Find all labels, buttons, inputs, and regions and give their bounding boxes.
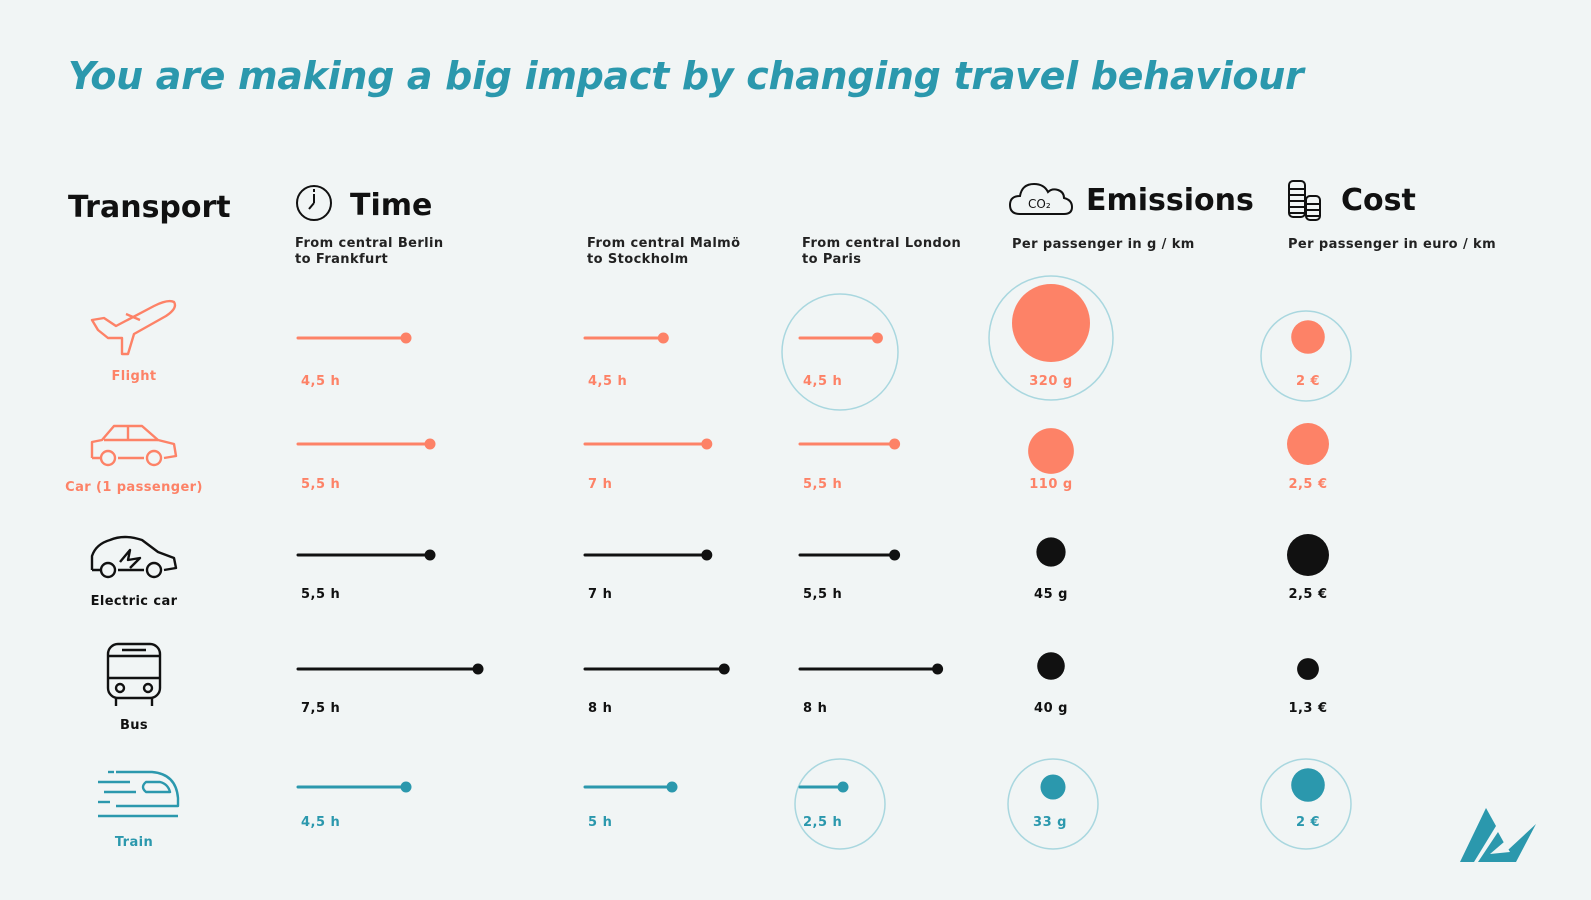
emission-value-car: 110 g [1029, 477, 1073, 492]
time-value-bus-berlin: 7,5 h [301, 701, 341, 716]
cost-value-flight: 2 € [1295, 374, 1321, 389]
time-header: Time [350, 188, 433, 223]
time-dot-flight-berlin [400, 332, 412, 344]
bus-icon [106, 642, 162, 706]
emission-value-train: 33 g [1033, 815, 1067, 830]
time-dot-bus-london [932, 663, 944, 675]
subheader-cost: Per passenger in euro / km [1288, 237, 1497, 252]
co2-cloud-icon: CO₂ [1008, 182, 1074, 215]
time-dot-flight-london [871, 332, 883, 344]
highlight-ring-flight-cost [1260, 310, 1352, 402]
electric-car-icon [90, 535, 178, 579]
subheader-london: From central London to Paris [802, 236, 962, 267]
transport-label-car: Car (1 passenger) [65, 480, 203, 495]
airplane-icon [90, 299, 177, 356]
transport-label-train: Train [114, 835, 154, 850]
subheader-malmo: From central Malmö to Stockholm [587, 236, 741, 267]
time-value-car-malmo: 7 h [588, 477, 613, 492]
time-value-ecar-malmo: 7 h [588, 587, 613, 602]
coins-icon [1288, 180, 1321, 221]
emission-bubble-car [1028, 428, 1074, 474]
time-value-bus-malmo: 8 h [588, 701, 613, 716]
emission-value-ecar: 45 g [1034, 587, 1068, 602]
time-value-bus-london: 8 h [803, 701, 828, 716]
highlight-ring-train-emissions [1007, 758, 1099, 850]
slide-title: You are making a big impact by changing … [68, 54, 1304, 98]
time-value-train-berlin: 4,5 h [301, 815, 341, 830]
subheader-emissions: Per passenger in g / km [1012, 237, 1195, 252]
clock-icon [296, 185, 332, 221]
time-value-car-london: 5,5 h [803, 477, 843, 492]
highlight-ring-train-london [794, 758, 886, 850]
highlight-ring-train-cost [1260, 758, 1352, 850]
highlight-ring-flight-london [781, 293, 899, 411]
emission-bubble-ecar [1036, 537, 1066, 567]
cost-bubble-train [1291, 768, 1325, 802]
time-value-train-london: 2,5 h [803, 815, 843, 830]
transport-label-bus: Bus [119, 718, 149, 733]
time-value-flight-berlin: 4,5 h [301, 374, 341, 389]
time-value-car-berlin: 5,5 h [301, 477, 341, 492]
cost-value-ecar: 2,5 € [1288, 587, 1328, 602]
time-dot-car-berlin [424, 438, 436, 450]
time-dot-ecar-malmo [701, 549, 713, 561]
highlight-ring-flight-emissions [988, 275, 1114, 401]
cost-value-bus: 1,3 € [1288, 701, 1328, 716]
time-dot-car-london [889, 438, 901, 450]
cost-bubble-ecar [1287, 534, 1329, 576]
cost-bubble-flight [1291, 320, 1325, 354]
time-dot-bus-malmo [718, 663, 730, 675]
train-icon [98, 770, 180, 818]
emission-bubble-flight [1012, 284, 1090, 362]
transport-label-flight: Flight [111, 369, 157, 384]
cost-value-car: 2,5 € [1288, 477, 1328, 492]
time-value-train-malmo: 5 h [588, 815, 613, 830]
cost-header: Cost [1341, 183, 1416, 218]
emissions-header: Emissions [1086, 183, 1254, 218]
cost-value-train: 2 € [1295, 815, 1321, 830]
time-value-ecar-berlin: 5,5 h [301, 587, 341, 602]
time-dot-flight-malmo [657, 332, 669, 344]
brand-logo-icon [1460, 808, 1536, 862]
time-dot-car-malmo [701, 438, 713, 450]
car-icon [90, 424, 178, 467]
emission-bubble-train [1040, 774, 1066, 800]
time-dot-train-london [837, 781, 849, 793]
transport-header: Transport [68, 190, 231, 225]
emission-value-flight: 320 g [1029, 374, 1073, 389]
time-dot-bus-berlin [472, 663, 484, 675]
cost-bubble-car [1287, 423, 1329, 465]
time-dot-train-berlin [400, 781, 412, 793]
emission-value-bus: 40 g [1034, 701, 1068, 716]
transport-label-electric-car: Electric car [90, 594, 178, 609]
subheader-berlin: From central Berlin to Frankfurt [295, 236, 444, 267]
time-value-ecar-london: 5,5 h [803, 587, 843, 602]
emission-bubble-bus [1037, 652, 1065, 680]
svg-text:CO₂: CO₂ [1028, 197, 1051, 211]
time-value-flight-malmo: 4,5 h [588, 374, 628, 389]
time-dot-ecar-london [889, 549, 901, 561]
time-value-flight-london: 4,5 h [803, 374, 843, 389]
cost-bubble-bus [1297, 658, 1319, 680]
time-dot-ecar-berlin [424, 549, 436, 561]
time-dot-train-malmo [666, 781, 678, 793]
